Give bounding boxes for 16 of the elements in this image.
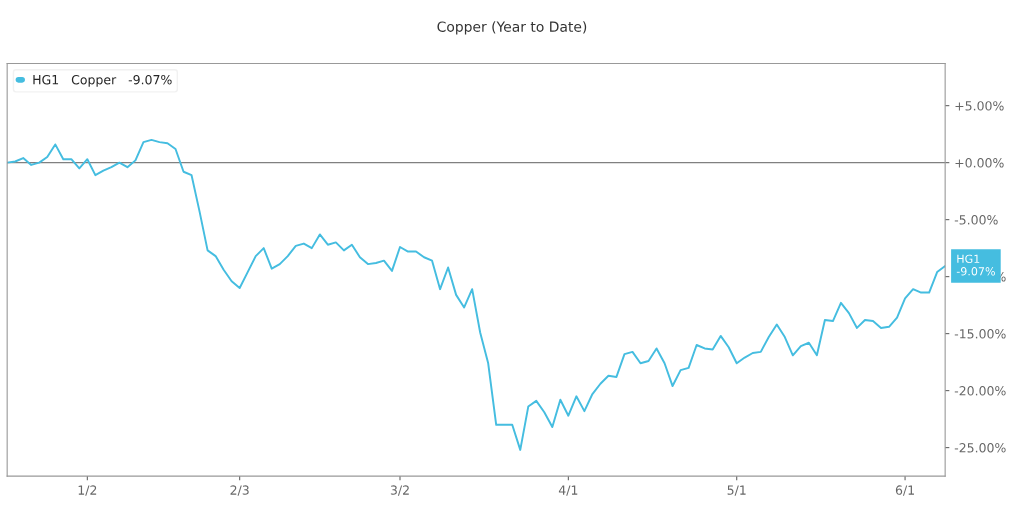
y-tick-label: +0.00% xyxy=(955,158,1004,168)
y-tick-label: +5.00% xyxy=(955,101,1004,111)
x-tick-label: 2/3 xyxy=(230,485,249,496)
y-tick-label: -5.00% xyxy=(954,215,998,225)
line-series xyxy=(7,138,946,451)
y-tick-label: -25.00% xyxy=(954,443,1006,453)
x-tick-label: 1/2 xyxy=(78,485,97,496)
x-tick-label: 3/2 xyxy=(390,485,409,496)
y-tick-label: -20.00% xyxy=(954,386,1006,396)
y-tick-label: -15.00% xyxy=(954,329,1006,339)
x-tick-label: 4/1 xyxy=(558,485,578,496)
text: HG1 -9.07% xyxy=(956,254,995,276)
chart-title: Copper (Year to Date) xyxy=(437,21,587,35)
x-tick-label: 6/1 xyxy=(895,485,914,496)
legend-label: HG1 Copper -9.07% xyxy=(33,74,172,87)
x-tick-label: 5/1 xyxy=(727,485,746,496)
